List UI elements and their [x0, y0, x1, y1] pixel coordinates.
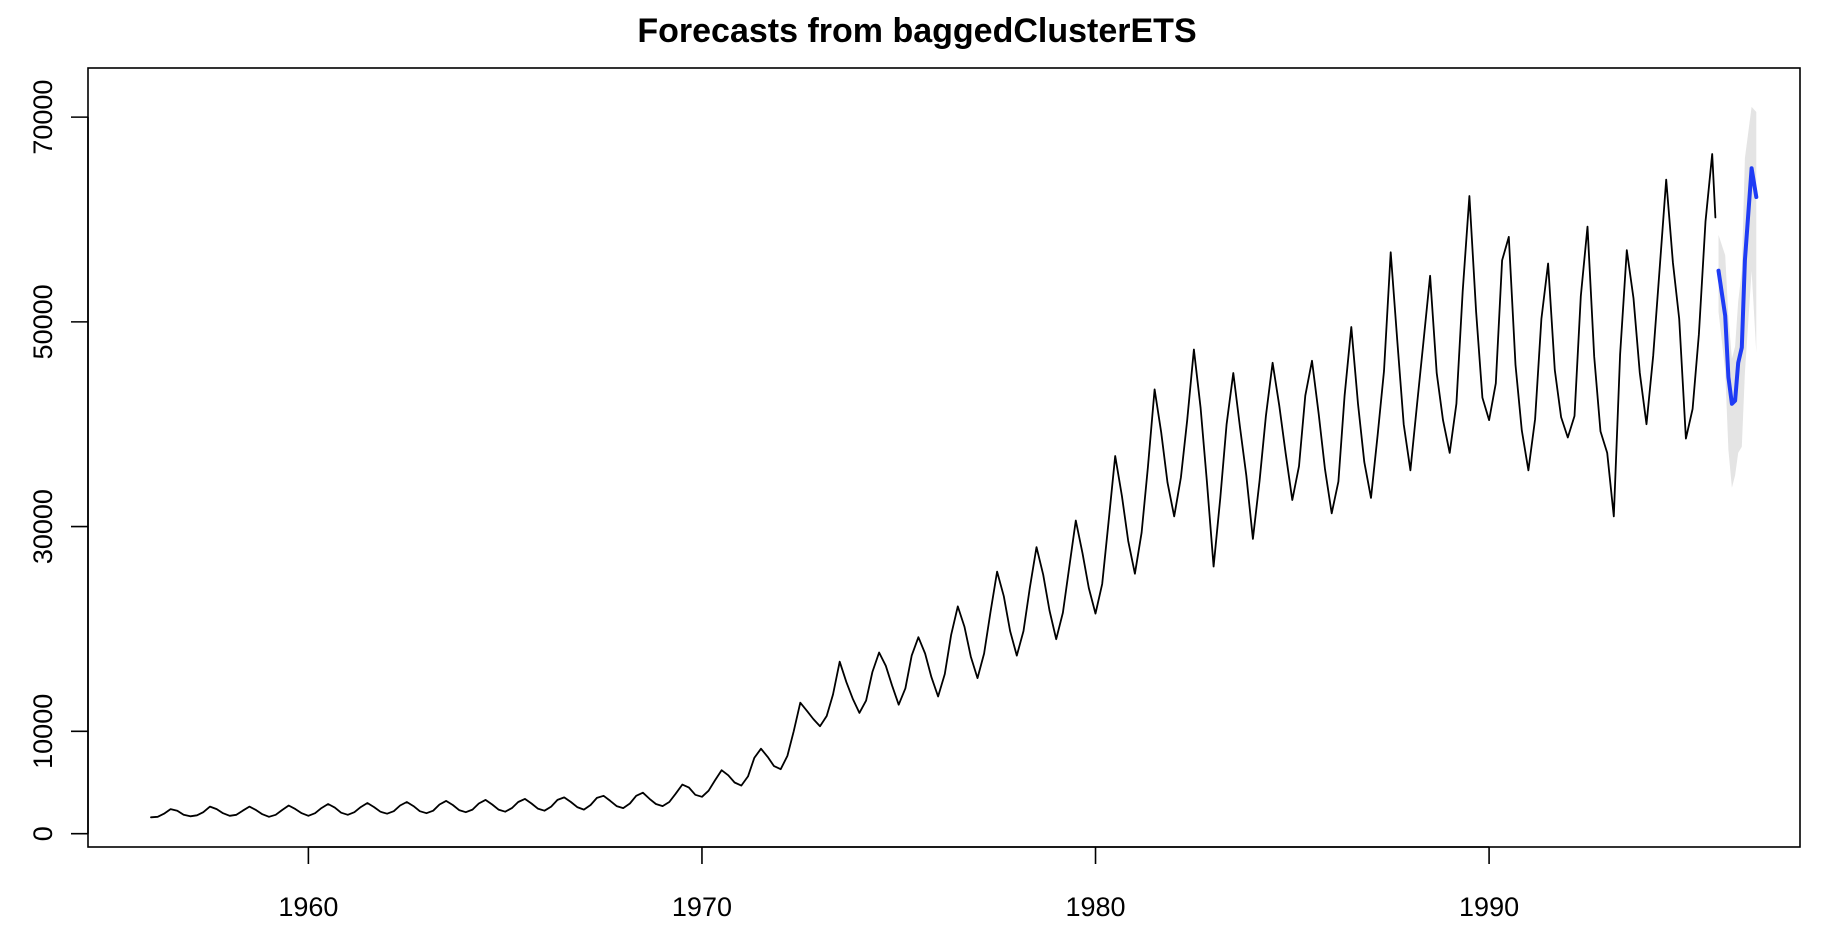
x-tick-label: 1970: [672, 892, 732, 922]
x-tick-label: 1980: [1065, 892, 1125, 922]
series-layer: [150, 153, 1759, 819]
x-tick-label: 1960: [278, 892, 338, 922]
x-axis: 1960 1970 1980 1990: [278, 846, 1519, 922]
y-axis: 0 10000 30000 50000 70000: [28, 80, 89, 841]
prediction-interval-band: [1718, 106, 1757, 488]
y-tick-label: 30000: [28, 489, 58, 564]
y-tick-label: 10000: [28, 694, 58, 769]
y-tick-label: 70000: [28, 80, 58, 155]
x-tick-label: 1990: [1459, 892, 1519, 922]
forecast-series-line: [1716, 166, 1759, 406]
y-tick-label: 0: [28, 826, 58, 841]
chart-title: Forecasts from baggedClusterETS: [637, 12, 1196, 50]
history-series-line: [150, 153, 1717, 819]
prediction-interval-layer: [1718, 106, 1757, 488]
plot-area-frame: [87, 67, 1801, 848]
y-tick-label: 50000: [28, 284, 58, 359]
